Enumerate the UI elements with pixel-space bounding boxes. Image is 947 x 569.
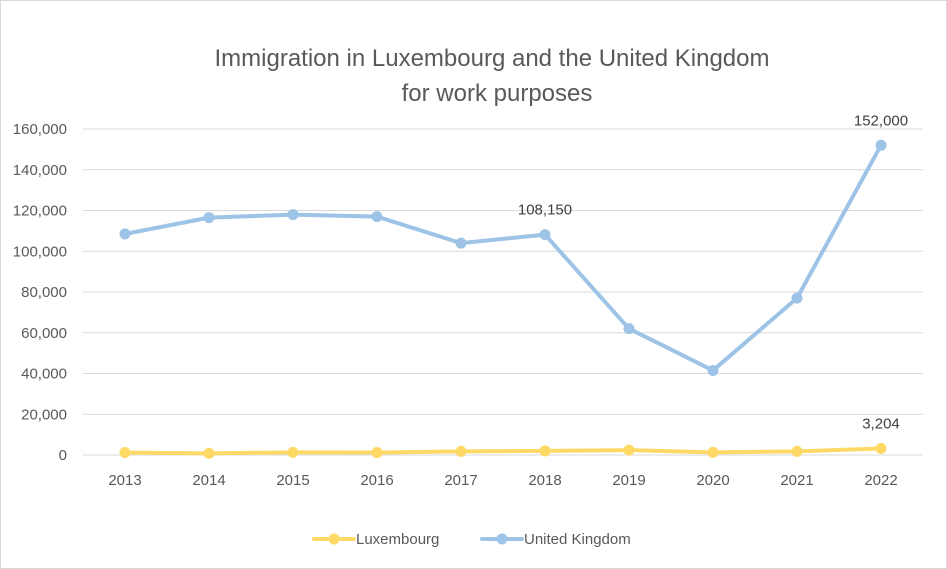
- x-tick-label: 2021: [780, 472, 813, 489]
- data-label: 152,000: [854, 112, 908, 129]
- data-point: [791, 292, 803, 304]
- series-line: [123, 143, 883, 373]
- data-point: [287, 446, 299, 458]
- x-tick-label: 2015: [276, 472, 309, 489]
- x-tick-label: 2016: [360, 472, 393, 489]
- legend-item: Luxembourg: [312, 531, 439, 548]
- legend-item: United Kingdom: [480, 531, 631, 548]
- legend-swatch-marker: [496, 533, 508, 545]
- y-tick-label: 120,000: [13, 203, 67, 220]
- data-point: [371, 211, 383, 223]
- gridlines: [83, 128, 923, 456]
- x-tick-label: 2017: [444, 472, 477, 489]
- data-point: [371, 447, 383, 459]
- y-tick-label: 20,000: [21, 406, 67, 423]
- chart-title: Immigration in Luxembourg and the United…: [215, 45, 770, 72]
- y-tick-label: 100,000: [13, 243, 67, 260]
- chart-subtitle: for work purposes: [402, 80, 593, 107]
- data-point: [455, 445, 467, 457]
- data-point: [707, 364, 719, 376]
- x-axis-ticks: 2013 2014 2015 2016 2017 2018 2019 2020 2021 2022: [108, 472, 897, 489]
- data-point: [119, 228, 131, 240]
- legend-label: Luxembourg: [356, 531, 439, 548]
- x-tick-label: 2018: [528, 472, 561, 489]
- y-tick-label: 60,000: [21, 325, 67, 342]
- series-lines: [119, 139, 887, 459]
- y-tick-label: 80,000: [21, 284, 67, 301]
- x-tick-label: 2013: [108, 472, 141, 489]
- x-tick-label: 2020: [696, 472, 729, 489]
- x-tick-label: 2022: [864, 472, 897, 489]
- data-point: [623, 444, 635, 456]
- data-point: [203, 447, 215, 459]
- x-tick-label: 2014: [192, 472, 225, 489]
- data-point: [707, 446, 719, 458]
- series-line: [123, 446, 883, 456]
- legend-label: United Kingdom: [524, 531, 631, 548]
- data-label: 3,204: [862, 415, 900, 432]
- data-point: [539, 445, 551, 457]
- data-point: [791, 445, 803, 457]
- data-labels: 108,150 152,000 3,204: [518, 112, 908, 432]
- data-point: [875, 139, 887, 151]
- data-point: [875, 442, 887, 454]
- data-point: [287, 209, 299, 221]
- legend-swatch-marker: [328, 533, 340, 545]
- series-united-kingdom: [119, 139, 887, 376]
- y-tick-label: 160,000: [13, 121, 67, 138]
- y-tick-label: 0: [59, 447, 67, 464]
- data-point: [203, 212, 215, 224]
- y-tick-label: 40,000: [21, 366, 67, 383]
- series-luxembourg: [119, 442, 887, 459]
- y-tick-label: 140,000: [13, 162, 67, 179]
- data-point: [455, 237, 467, 249]
- data-point: [539, 229, 551, 241]
- x-tick-label: 2019: [612, 472, 645, 489]
- y-axis-ticks: 0 20,000 40,000 60,000 80,000 100,000 120,000 1…: [13, 121, 67, 464]
- legend: Luxembourg United Kingdom: [312, 531, 631, 548]
- data-point: [623, 323, 635, 335]
- data-label: 108,150: [518, 202, 572, 219]
- data-point: [119, 447, 131, 459]
